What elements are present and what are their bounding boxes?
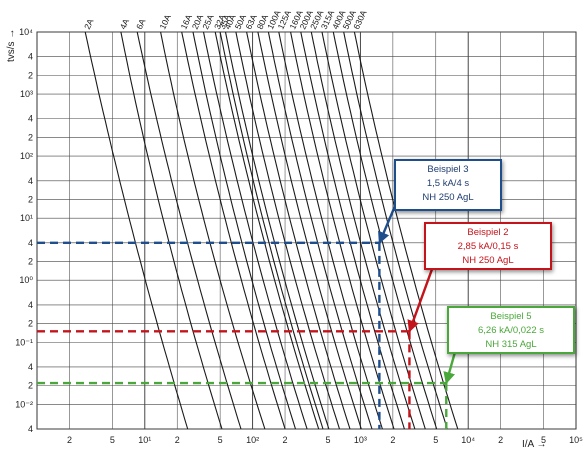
y-tick-label: 2 (28, 132, 33, 142)
fuse-curve-4A (120, 31, 223, 430)
x-tick-label: 10⁴ (461, 435, 475, 445)
y-tick-label: 2 (28, 70, 33, 80)
rating-labels: 2A 4A 6A 10A 16A20A25A32A35A40A50A63A80A100A… (82, 8, 369, 31)
fuse-curve-315A (321, 31, 426, 430)
y-tick-label: 10³ (20, 89, 33, 99)
beispiel-2-callout: Beispiel 2 2,85 kA/0,15 s NH 250 AgL (424, 222, 552, 270)
y-tick-label: 4 (28, 114, 33, 124)
x-tick-label: 5 (218, 435, 223, 445)
fuse-curves (84, 31, 459, 430)
x-axis-label: I/A → (522, 439, 546, 450)
fuse-curve-10A (160, 31, 266, 430)
fuse-curve-35A (219, 31, 324, 430)
x-tick-label: 2 (67, 435, 72, 445)
beispiel-3-line2: NH 250 AgL (422, 192, 474, 203)
fuse-curve-250A (310, 31, 416, 430)
x-tick-label: 2 (498, 435, 503, 445)
fuse-curve-40A (224, 31, 330, 430)
y-tick-label: 10² (20, 151, 33, 161)
x-tick-label: 10¹ (138, 435, 151, 445)
x-tick-label: 5 (325, 435, 330, 445)
beispiel-3-callout: Beispiel 3 1,5 kA/4 s NH 250 AgL (394, 159, 502, 211)
x-tick-label: 10³ (354, 435, 367, 445)
fuse-curve-63A (246, 31, 351, 430)
fuse-curve-6A (136, 31, 242, 430)
y-tick-labels: 10⁴ 4 2 10³ 4 2 10² 4 2 10¹ 4 2 10⁰ 4 2 10⁻¹ 4 2 10⁻² 4 (15, 27, 33, 434)
y-tick-label: 10⁴ (19, 27, 33, 37)
y-tick-label: 4 (28, 238, 33, 248)
rating-label-2A: 2A (82, 17, 96, 31)
x-tick-label: 10⁵ (569, 435, 583, 445)
x-tick-label: 10² (246, 435, 259, 445)
y-tick-label: 2 (28, 257, 33, 267)
fuse-curve-32A (214, 31, 320, 430)
fuse-curve-400A (332, 31, 438, 430)
y-tick-label: 4 (28, 362, 33, 372)
beispiel-5-callout: Beispiel 5 6,26 kA/0,022 s NH 315 AgL (447, 306, 575, 354)
y-tick-label: 4 (28, 424, 33, 434)
y-tick-label: 10⁻² (15, 399, 33, 409)
x-tick-label: 2 (283, 435, 288, 445)
y-tick-label: 4 (28, 176, 33, 186)
y-tick-label: 2 (28, 381, 33, 391)
beispiel-5-line2: NH 315 AgL (485, 339, 537, 350)
beispiel-3-line1: 1,5 kA/4 s (426, 178, 470, 189)
beispiel-2-title: Beispiel 2 (467, 227, 509, 238)
x-tick-labels: 2 5 10¹ 2 5 10² 2 5 10³ 2 5 10⁴ 2 5 10⁵ (67, 435, 583, 445)
y-axis-label: tvs/s → (6, 29, 17, 62)
fuse-curve-2A (84, 31, 189, 430)
x-tick-label: 2 (175, 435, 180, 445)
beispiel-3-title: Beispiel 3 (427, 164, 469, 175)
y-tick-label: 10¹ (20, 213, 33, 223)
fuse-curve-630A (353, 31, 459, 430)
x-tick-label: 5 (110, 435, 115, 445)
x-tick-label: 5 (541, 435, 546, 445)
fuse-curve-200A (300, 31, 405, 430)
fuse-curve-100A (267, 31, 373, 430)
fuse-curve-80A (257, 31, 362, 430)
beispiel-2-line1: 2,85 kA/0,15 s (457, 241, 519, 252)
beispiel-2-line2: NH 250 AgL (462, 255, 514, 266)
fuse-curve-50A (235, 31, 341, 430)
y-tick-label: 10⁻¹ (15, 337, 33, 347)
rating-label-4A: 4A (118, 17, 132, 31)
x-tick-label: 5 (433, 435, 438, 445)
y-tick-label: 4 (28, 52, 33, 62)
beispiel-5-title: Beispiel 5 (490, 311, 532, 322)
fuse-curve-25A (202, 31, 308, 430)
fuse-curve-16A (181, 31, 286, 430)
y-tick-label: 4 (28, 300, 33, 310)
y-tick-label: 10⁰ (19, 275, 33, 285)
x-tick-label: 2 (390, 435, 395, 445)
rating-label-6A: 6A (134, 17, 148, 31)
y-tick-label: 2 (28, 194, 33, 204)
y-tick-label: 2 (28, 319, 33, 329)
rating-label-10A: 10A (157, 13, 173, 31)
fuse-curve-160A (290, 31, 395, 430)
fuse-curve-500A (343, 31, 448, 430)
beispiel-2-arrow (407, 258, 437, 333)
fuse-curve-20A (192, 31, 297, 430)
fuse-curve-125A (278, 31, 383, 430)
beispiel-5-line1: 6,26 kA/0,022 s (477, 325, 545, 336)
